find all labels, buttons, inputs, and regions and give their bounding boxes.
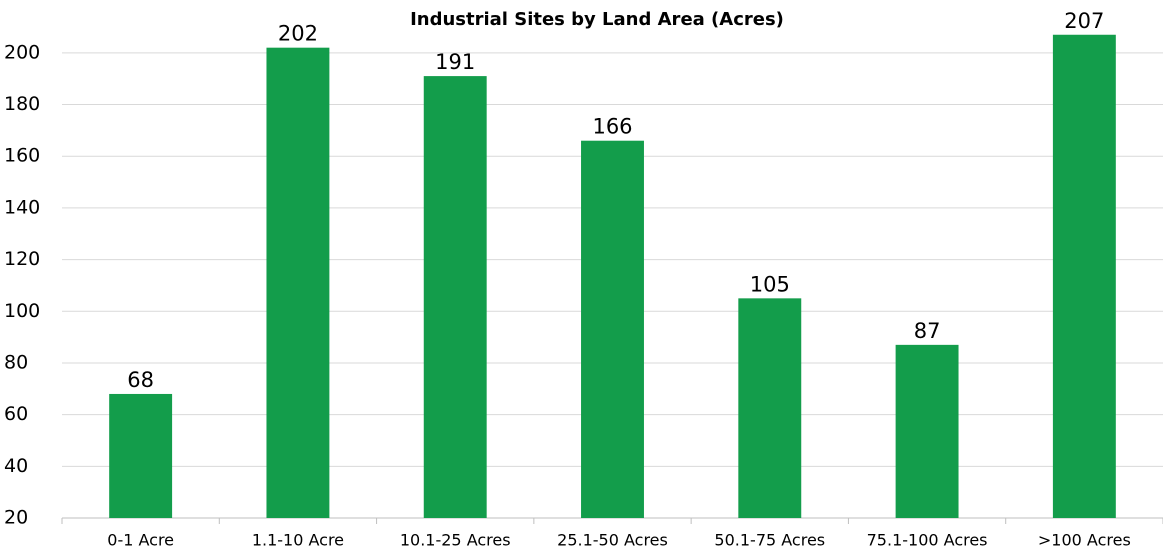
bar (266, 47, 330, 519)
y-tick-label: 60 (4, 403, 28, 425)
y-tick-label: 200 (4, 41, 40, 63)
data-label: 68 (127, 368, 154, 392)
x-tick-label: 10.1-25 Acres (400, 531, 511, 550)
chart-title: Industrial Sites by Land Area (Acres) (410, 9, 784, 30)
bar (581, 140, 644, 518)
y-tick-label: 100 (4, 300, 40, 322)
data-label: 202 (278, 22, 318, 46)
x-tick-label: >100 Acres (1038, 531, 1131, 550)
data-label: 105 (750, 272, 790, 296)
x-tick-label: 1.1-10 Acre (252, 531, 344, 550)
data-label: 207 (1064, 9, 1104, 33)
y-tick-label: 140 (4, 196, 40, 218)
bar (109, 393, 173, 518)
bar (895, 344, 959, 518)
y-tick-label: 20 (4, 507, 28, 529)
y-tick-label: 80 (4, 351, 28, 373)
bar (1052, 34, 1116, 519)
x-tick-label: 25.1-50 Acres (557, 531, 668, 550)
x-tick-label: 75.1-100 Acres (867, 531, 988, 550)
bar (738, 298, 802, 518)
y-tick-label: 160 (4, 145, 40, 167)
data-label: 166 (592, 115, 632, 139)
data-label: 87 (914, 319, 941, 343)
y-tick-label: 120 (4, 248, 40, 270)
x-tick-label: 0-1 Acre (107, 531, 174, 550)
data-label: 191 (435, 50, 475, 74)
y-tick-label: 180 (4, 93, 40, 115)
x-tick-label: 50.1-75 Acres (714, 531, 825, 550)
y-tick-label: 40 (4, 455, 28, 477)
bar (423, 76, 487, 518)
